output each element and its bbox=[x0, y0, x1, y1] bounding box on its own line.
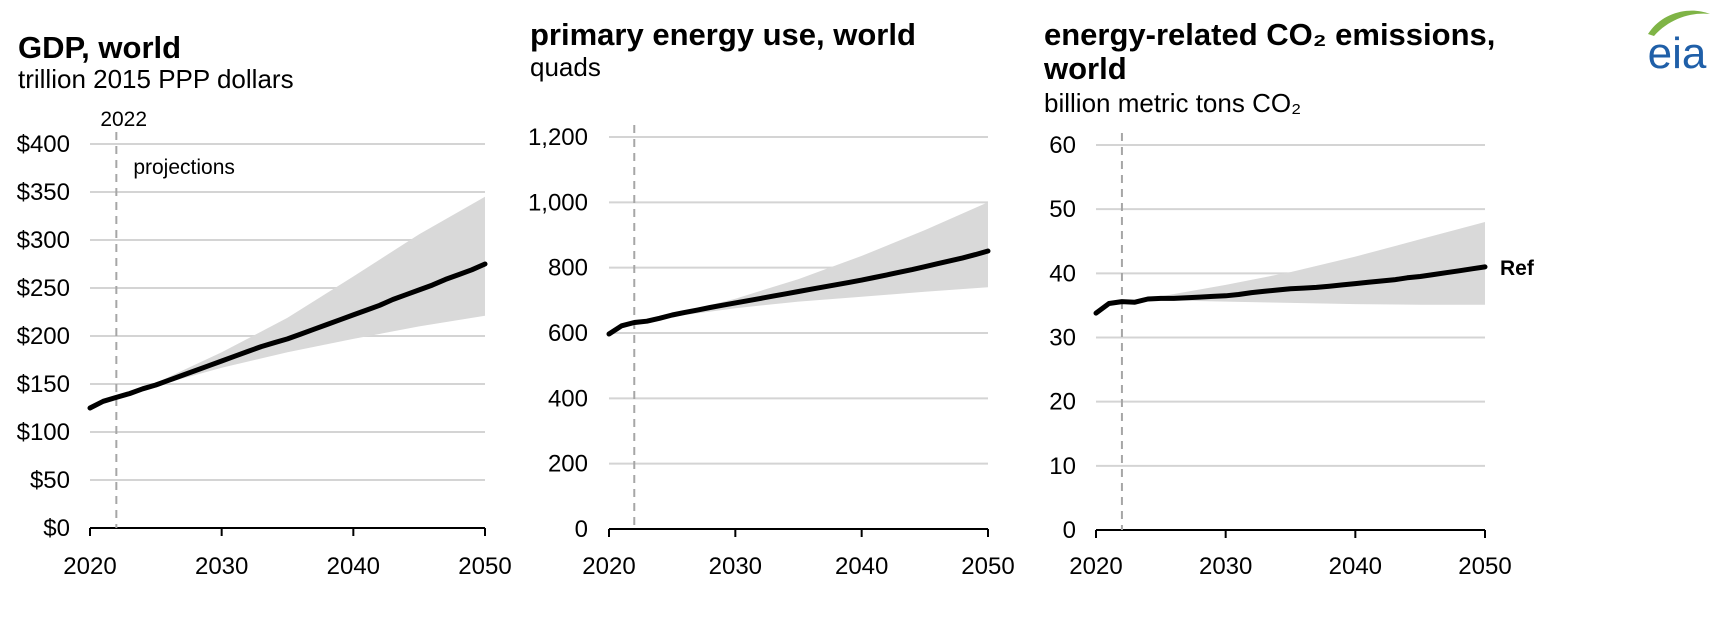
x-tick-label: 2040 bbox=[327, 553, 380, 580]
y-tick-label: $0 bbox=[43, 515, 70, 542]
y-tick-label: $300 bbox=[17, 227, 70, 254]
y-tick-label: $350 bbox=[17, 179, 70, 206]
series-line bbox=[87, 261, 488, 411]
y-tick-label: 50 bbox=[1049, 196, 1076, 223]
series-label: Ref bbox=[1500, 257, 1535, 280]
eia-logo: eia bbox=[1648, 10, 1710, 78]
y-tick-label: 200 bbox=[548, 451, 588, 478]
energy-chart-panel: primary energy use, world quads 0 200 400 6… bbox=[520, 0, 1080, 625]
projection-year-label: 2022 bbox=[100, 108, 147, 131]
co2-chart-panel: energy-related CO₂ emissions, world bill… bbox=[1030, 0, 1716, 625]
y-tick-label: 30 bbox=[1049, 325, 1076, 352]
x-tick-label: 2050 bbox=[1458, 553, 1511, 580]
x-tick-label: 2020 bbox=[63, 553, 116, 580]
chart-title: primary energy use, world bbox=[530, 17, 916, 52]
projections-annotation: projections bbox=[133, 156, 235, 179]
x-tick-label: 2050 bbox=[458, 553, 511, 580]
x-tick-label: 2020 bbox=[1069, 553, 1122, 580]
chart-subtitle: quads bbox=[530, 52, 601, 82]
projection-range-band bbox=[116, 196, 486, 398]
x-tick-label: 2020 bbox=[582, 553, 635, 580]
projection-range-band bbox=[1121, 222, 1485, 305]
y-tick-label: 1,200 bbox=[528, 124, 588, 151]
y-tick-label: $150 bbox=[17, 371, 70, 398]
y-tick-label: 10 bbox=[1049, 453, 1076, 480]
chart-subtitle: billion metric tons CO₂ bbox=[1044, 88, 1302, 118]
y-tick-label: 1,000 bbox=[528, 189, 588, 216]
y-tick-label: $100 bbox=[17, 419, 70, 446]
x-tick-label: 2040 bbox=[835, 553, 888, 580]
chart-title-line2: world bbox=[1044, 51, 1127, 86]
projection-range-band bbox=[634, 202, 988, 323]
y-tick-label: $400 bbox=[17, 131, 70, 158]
chart-subtitle: trillion 2015 PPP dollars bbox=[18, 64, 294, 94]
logo-swoosh bbox=[1648, 10, 1710, 36]
x-tick-label: 2040 bbox=[1329, 553, 1382, 580]
x-tick-label: 2030 bbox=[709, 553, 762, 580]
series-line bbox=[606, 248, 991, 337]
y-tick-label: 0 bbox=[1063, 517, 1076, 544]
chart-title: energy-related CO₂ emissions, bbox=[1044, 17, 1496, 52]
y-tick-label: 800 bbox=[548, 255, 588, 282]
y-tick-label: 0 bbox=[575, 516, 588, 543]
y-tick-label: 60 bbox=[1049, 132, 1076, 159]
y-tick-label: $250 bbox=[17, 275, 70, 302]
y-tick-label: $50 bbox=[30, 467, 70, 494]
chart-title: GDP, world bbox=[18, 30, 182, 65]
y-tick-label: 40 bbox=[1049, 260, 1076, 287]
x-tick-label: 2050 bbox=[961, 553, 1014, 580]
x-tick-label: 2030 bbox=[1199, 553, 1252, 580]
y-tick-label: $200 bbox=[17, 323, 70, 350]
logo-text: eia bbox=[1648, 29, 1707, 78]
gdp-chart-panel: GDP, world trillion 2015 PPP dollars $0 $… bbox=[0, 0, 560, 625]
y-tick-label: 400 bbox=[548, 385, 588, 412]
series-line bbox=[1093, 264, 1488, 316]
y-tick-label: 600 bbox=[548, 320, 588, 347]
energy-chart: 0 200 400 600 800 1,000 1,200 2020 2030 2040 2050 bbox=[528, 124, 1015, 580]
y-tick-label: 20 bbox=[1049, 389, 1076, 416]
gdp-chart: $0 $50 $100 $150 $200 $250 $300 $350 $400 2020 203… bbox=[17, 108, 512, 580]
x-tick-label: 2030 bbox=[195, 553, 248, 580]
